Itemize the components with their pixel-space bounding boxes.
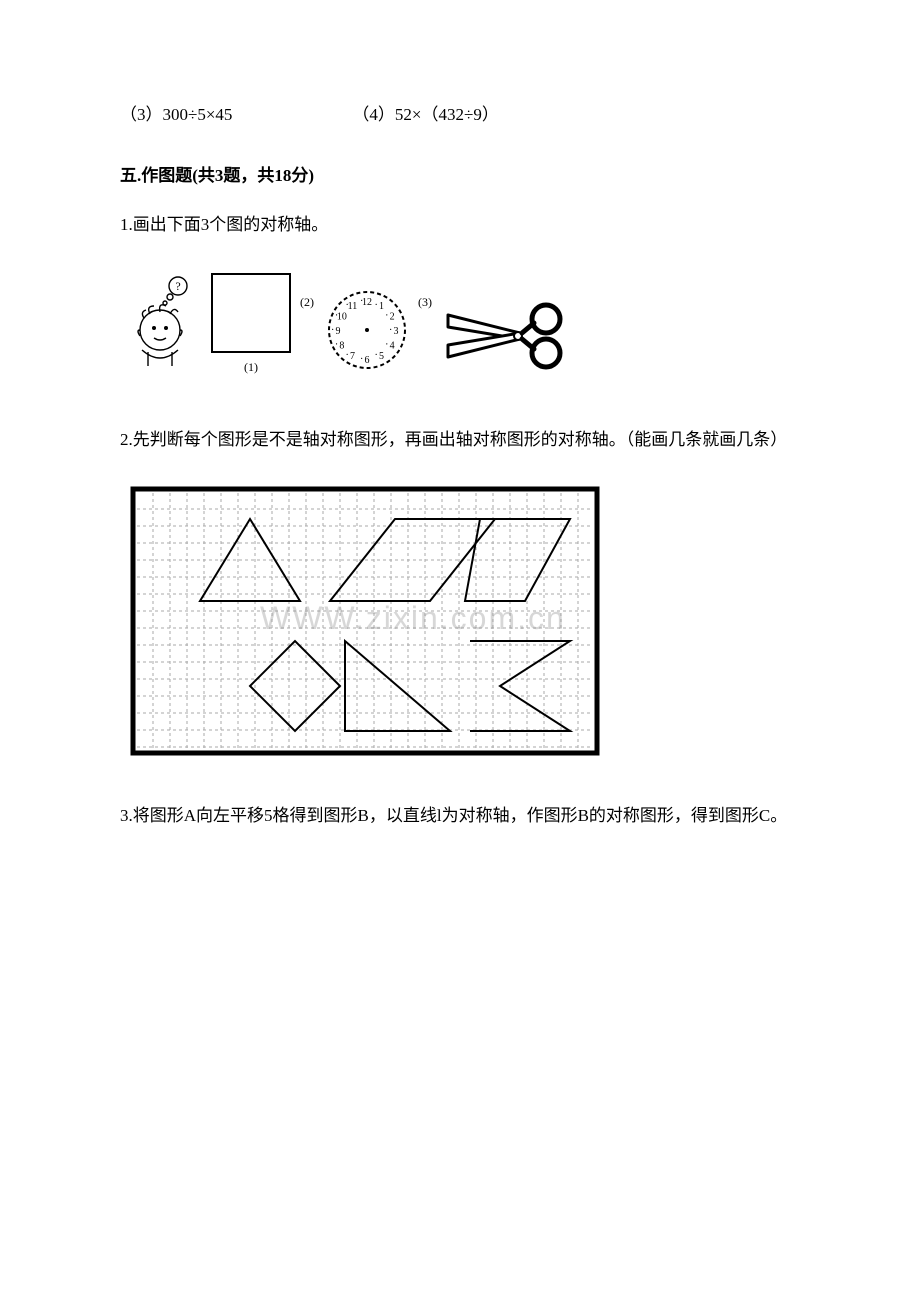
figure-label-1: (1) bbox=[244, 360, 258, 375]
calc-item-4: （4）52×（432÷9） bbox=[352, 100, 498, 131]
question-5-1: 1.画出下面3个图的对称轴。 bbox=[120, 210, 800, 241]
svg-text:5: 5 bbox=[379, 351, 384, 362]
svg-text:·: · bbox=[375, 300, 378, 311]
figure-label-3: (3) bbox=[418, 295, 432, 310]
figure-row-1: ? (1) (2) ·12·1·2·3·4·5·6·7·8·9·10·11 (3… bbox=[130, 270, 800, 375]
svg-text:·: · bbox=[389, 325, 392, 336]
calc-item-3: （3）300÷5×45 bbox=[120, 100, 232, 131]
svg-text:?: ? bbox=[175, 279, 180, 293]
square-shape bbox=[208, 270, 294, 356]
question-5-3: 3.将图形A向左平移5格得到图形B，以直线l为对称轴，作图形B的对称图形，得到图… bbox=[120, 801, 800, 832]
svg-text:4: 4 bbox=[390, 341, 395, 352]
svg-text:6: 6 bbox=[365, 355, 370, 366]
svg-text:7: 7 bbox=[350, 351, 355, 362]
section-5-header: 五.作图题(共3题，共18分) bbox=[120, 161, 800, 186]
svg-text:·: · bbox=[360, 354, 363, 365]
figure-label-2: (2) bbox=[300, 295, 314, 310]
svg-text:3: 3 bbox=[394, 326, 399, 337]
scissors-icon bbox=[440, 297, 570, 375]
svg-text:·: · bbox=[385, 340, 388, 351]
question-5-2: 2.先判断每个图形是不是轴对称图形，再画出轴对称图形的对称轴。（能画几条就画几条… bbox=[120, 425, 800, 456]
svg-text:9: 9 bbox=[336, 326, 341, 337]
svg-text:10: 10 bbox=[337, 312, 347, 323]
character-icon: ? bbox=[130, 272, 206, 375]
svg-text:·: · bbox=[346, 350, 349, 361]
svg-text:12: 12 bbox=[362, 297, 372, 308]
clock-icon: ·12·1·2·3·4·5·6·7·8·9·10·11 bbox=[322, 285, 412, 375]
shapes-diagram bbox=[130, 486, 800, 761]
svg-text:11: 11 bbox=[348, 301, 358, 312]
svg-text:8: 8 bbox=[339, 341, 344, 352]
svg-text:1: 1 bbox=[379, 301, 384, 312]
svg-text:·: · bbox=[331, 325, 334, 336]
svg-text:2: 2 bbox=[390, 312, 395, 323]
svg-text:·: · bbox=[375, 350, 378, 361]
svg-text:·: · bbox=[335, 340, 338, 351]
svg-text:·: · bbox=[385, 311, 388, 322]
